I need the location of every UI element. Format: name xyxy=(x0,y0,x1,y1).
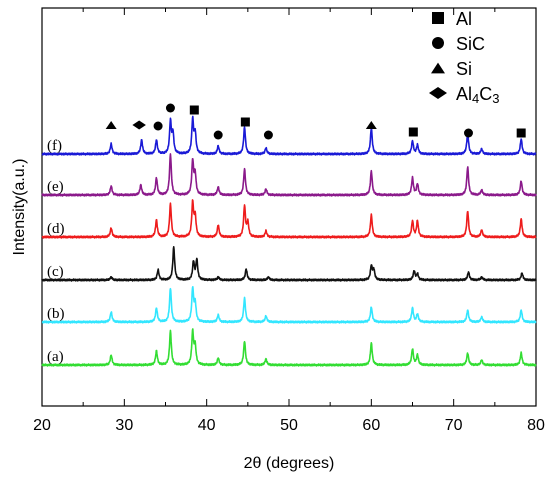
phase-marker-diamond xyxy=(132,120,146,130)
x-tick-label: 30 xyxy=(115,417,133,434)
series-label: (d) xyxy=(47,221,65,237)
phase-marker-circle xyxy=(153,121,163,131)
series-line xyxy=(41,286,537,324)
legend: Al SiC Si Al4C3 xyxy=(429,9,499,106)
series-line xyxy=(41,115,537,156)
phase-marker-circle xyxy=(263,130,273,140)
series-line xyxy=(41,246,537,282)
series-line xyxy=(41,328,537,367)
legend-triangle-icon xyxy=(431,62,445,74)
series-line xyxy=(41,199,537,239)
legend-label: SiC xyxy=(456,34,485,54)
x-tick-label: 70 xyxy=(445,417,463,434)
series-line xyxy=(41,153,537,197)
series-label: (c) xyxy=(47,264,64,280)
phase-marker-layer xyxy=(105,103,526,140)
x-axis-ticks: 20 30 40 50 60 70 80 xyxy=(33,8,545,434)
phase-marker-circle xyxy=(165,103,175,113)
series-layer: (a) (b) (c) (d) (e) (f) xyxy=(41,115,537,367)
phase-marker-square xyxy=(408,127,418,137)
y-axis-title: Intensity(a.u.) xyxy=(11,159,28,256)
legend-label: Al xyxy=(456,9,472,29)
legend-square-icon xyxy=(432,12,444,24)
phase-marker-triangle xyxy=(365,120,377,130)
x-tick-label: 80 xyxy=(527,417,545,434)
phase-marker-circle xyxy=(213,130,223,140)
legend-label: Al4C3 xyxy=(456,84,499,106)
series-label: (e) xyxy=(47,179,64,195)
x-tick-label: 20 xyxy=(33,417,51,434)
series-label: (b) xyxy=(47,306,65,322)
legend-circle-icon xyxy=(432,37,444,49)
x-tick-label: 50 xyxy=(280,417,298,434)
phase-marker-square xyxy=(240,117,250,127)
phase-marker-square xyxy=(516,128,526,138)
x-axis-title: 2θ (degrees) xyxy=(244,455,335,472)
x-tick-label: 60 xyxy=(362,417,380,434)
legend-label: Si xyxy=(456,59,472,79)
series-label: (f) xyxy=(47,138,62,154)
x-tick-label: 40 xyxy=(198,417,216,434)
phase-marker-triangle xyxy=(105,120,117,130)
series-label: (a) xyxy=(47,349,64,365)
phase-marker-circle xyxy=(463,128,473,138)
phase-marker-square xyxy=(189,105,199,115)
legend-diamond-icon xyxy=(429,87,447,99)
